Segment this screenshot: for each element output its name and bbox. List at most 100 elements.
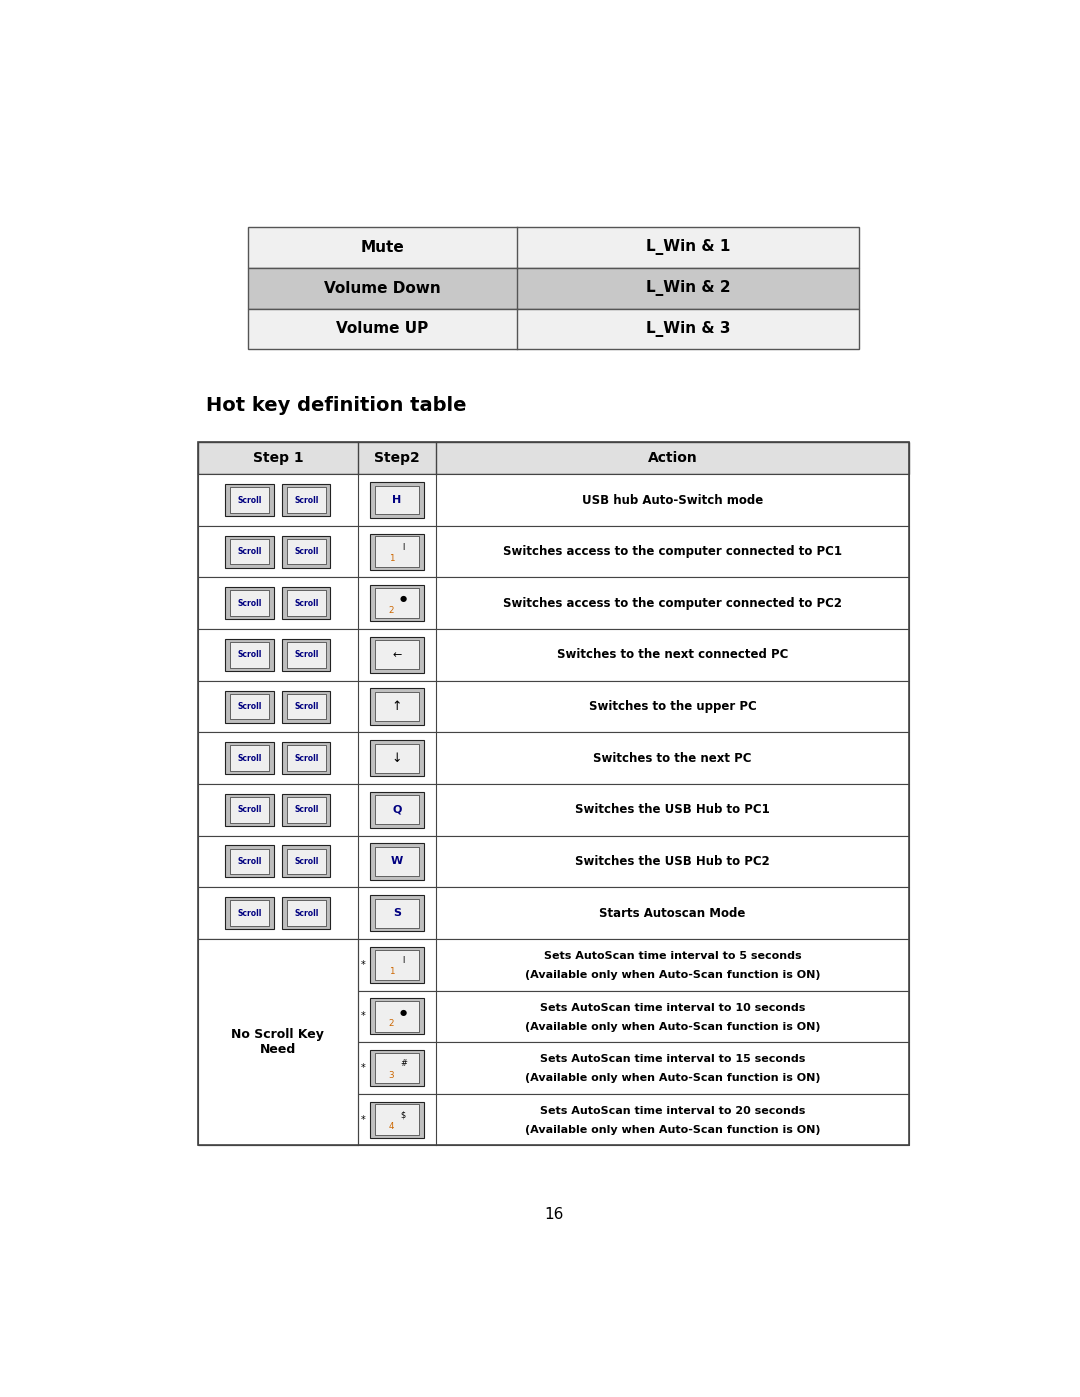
Bar: [230, 746, 269, 771]
Bar: [282, 845, 330, 877]
Text: 16: 16: [544, 1207, 563, 1222]
Bar: [230, 591, 269, 616]
Bar: [198, 835, 909, 887]
Text: Scroll: Scroll: [294, 703, 319, 711]
Bar: [376, 692, 419, 721]
Bar: [198, 784, 909, 835]
Bar: [282, 483, 330, 515]
Bar: [282, 587, 330, 619]
Text: 2: 2: [389, 606, 394, 615]
Bar: [198, 1042, 909, 1094]
Bar: [225, 483, 273, 515]
Bar: [198, 939, 357, 1146]
Text: ●: ●: [400, 595, 407, 604]
Bar: [287, 591, 326, 616]
Bar: [376, 640, 419, 669]
Bar: [248, 226, 859, 268]
Bar: [370, 534, 424, 570]
Text: Action: Action: [648, 451, 698, 465]
Text: (Available only when Auto-Scan function is ON): (Available only when Auto-Scan function …: [525, 970, 821, 981]
Bar: [370, 947, 424, 983]
Bar: [282, 638, 330, 671]
Bar: [370, 740, 424, 777]
Text: #: #: [400, 1059, 407, 1069]
Bar: [225, 793, 273, 826]
Bar: [282, 793, 330, 826]
Text: No Scroll Key
Need: No Scroll Key Need: [231, 1028, 324, 1056]
Text: Switches access to the computer connected to PC1: Switches access to the computer connecte…: [503, 545, 842, 559]
Text: W: W: [391, 856, 403, 866]
Bar: [198, 939, 909, 990]
Text: Sets AutoScan time interval to 20 seconds: Sets AutoScan time interval to 20 second…: [540, 1106, 806, 1116]
Bar: [370, 689, 424, 725]
Text: Volume UP: Volume UP: [336, 321, 429, 337]
Text: S: S: [393, 908, 401, 918]
Text: Scroll: Scroll: [294, 496, 319, 504]
Text: L_Win & 3: L_Win & 3: [646, 321, 730, 337]
Text: L_Win & 2: L_Win & 2: [646, 281, 730, 296]
Bar: [370, 482, 424, 518]
Bar: [248, 268, 859, 309]
Text: Mute: Mute: [361, 240, 404, 254]
Bar: [370, 792, 424, 828]
Text: *: *: [361, 1011, 365, 1021]
Bar: [225, 535, 273, 567]
Text: Scroll: Scroll: [294, 548, 319, 556]
Bar: [287, 643, 326, 668]
Bar: [225, 690, 273, 722]
Bar: [287, 746, 326, 771]
Bar: [198, 441, 909, 1146]
Bar: [376, 1002, 419, 1031]
Bar: [225, 587, 273, 619]
Bar: [198, 629, 909, 680]
Bar: [370, 637, 424, 673]
Text: Scroll: Scroll: [238, 548, 261, 556]
Bar: [287, 488, 326, 513]
Text: Step 1: Step 1: [253, 451, 303, 465]
Text: *: *: [361, 1115, 365, 1125]
Text: 4: 4: [389, 1122, 394, 1132]
Bar: [370, 1051, 424, 1085]
Text: Scroll: Scroll: [238, 754, 261, 763]
Bar: [376, 795, 419, 824]
Bar: [198, 887, 909, 939]
Bar: [370, 999, 424, 1034]
Bar: [287, 798, 326, 823]
Bar: [230, 848, 269, 875]
Text: Scroll: Scroll: [238, 908, 261, 918]
Bar: [376, 1105, 419, 1134]
Text: Scroll: Scroll: [238, 496, 261, 504]
Text: Sets AutoScan time interval to 15 seconds: Sets AutoScan time interval to 15 second…: [540, 1055, 806, 1065]
Bar: [287, 848, 326, 875]
Bar: [198, 732, 909, 784]
Text: Switches the USB Hub to PC2: Switches the USB Hub to PC2: [576, 855, 770, 868]
Bar: [287, 694, 326, 719]
Text: H: H: [392, 495, 402, 506]
Text: L_Win & 1: L_Win & 1: [646, 239, 730, 256]
Bar: [230, 539, 269, 564]
Text: 2: 2: [389, 1018, 394, 1028]
Bar: [198, 441, 909, 474]
Bar: [230, 643, 269, 668]
Bar: [198, 525, 909, 577]
Bar: [282, 690, 330, 722]
Bar: [376, 743, 419, 773]
Text: Scroll: Scroll: [238, 599, 261, 608]
Bar: [230, 488, 269, 513]
Text: Scroll: Scroll: [294, 856, 319, 866]
Text: Q: Q: [392, 805, 402, 814]
Bar: [370, 585, 424, 622]
Text: (Available only when Auto-Scan function is ON): (Available only when Auto-Scan function …: [525, 1073, 821, 1083]
Text: 3: 3: [389, 1070, 394, 1080]
Text: (Available only when Auto-Scan function is ON): (Available only when Auto-Scan function …: [525, 1021, 821, 1032]
Bar: [198, 1094, 909, 1146]
Bar: [376, 847, 419, 876]
Text: $: $: [401, 1111, 406, 1120]
Text: Switches to the upper PC: Switches to the upper PC: [589, 700, 757, 712]
Text: ←: ←: [392, 650, 402, 659]
Bar: [376, 486, 419, 514]
Bar: [198, 680, 909, 732]
Bar: [287, 539, 326, 564]
Text: Switches access to the computer connected to PC2: Switches access to the computer connecte…: [503, 597, 842, 610]
Bar: [282, 535, 330, 567]
